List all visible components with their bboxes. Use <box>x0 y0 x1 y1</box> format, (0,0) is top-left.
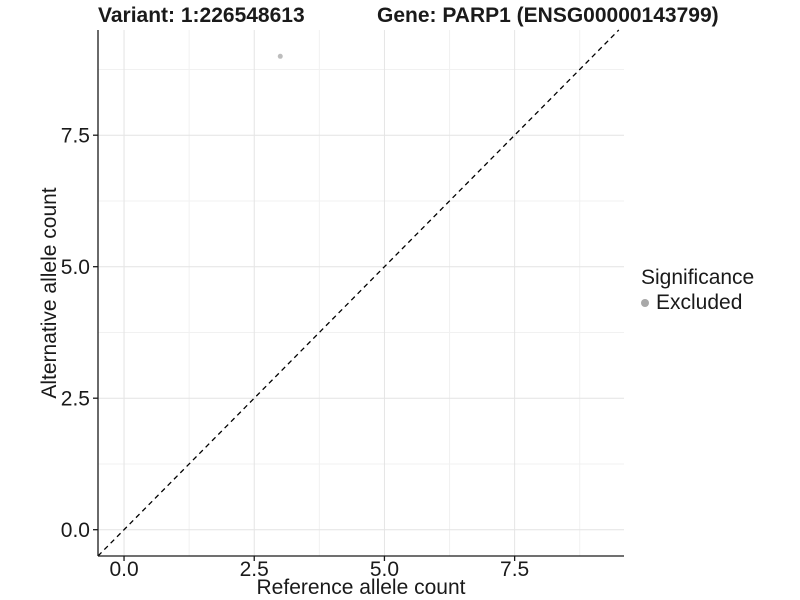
y-axis-label: Alternative allele count <box>38 187 61 399</box>
plot-title-gene: Gene: PARP1 (ENSG00000143799) <box>377 4 719 27</box>
legend-title: Significance <box>641 266 755 289</box>
y-tick-label: 7.5 <box>61 125 90 148</box>
x-tick-label: 7.5 <box>500 558 529 581</box>
excluded-point-icon <box>641 298 649 307</box>
identity-dashed-line <box>97 29 620 557</box>
x-tick-label: 2.5 <box>240 558 269 581</box>
x-tick-label: 5.0 <box>370 558 399 581</box>
legend-item-label: Excluded <box>656 291 743 314</box>
plot-title-variant: Variant: 1:226548613 <box>98 4 305 27</box>
data-point <box>277 53 283 59</box>
x-tick-label: 0.0 <box>109 558 138 581</box>
y-tick-label: 0.0 <box>61 519 90 542</box>
x-axis-label: Reference allele count <box>256 576 466 599</box>
legend: Significance Excluded <box>637 266 754 314</box>
y-tick-label: 5.0 <box>61 256 90 279</box>
legend-item-excluded: Excluded <box>637 291 754 314</box>
y-tick-label: 2.5 <box>61 388 90 411</box>
